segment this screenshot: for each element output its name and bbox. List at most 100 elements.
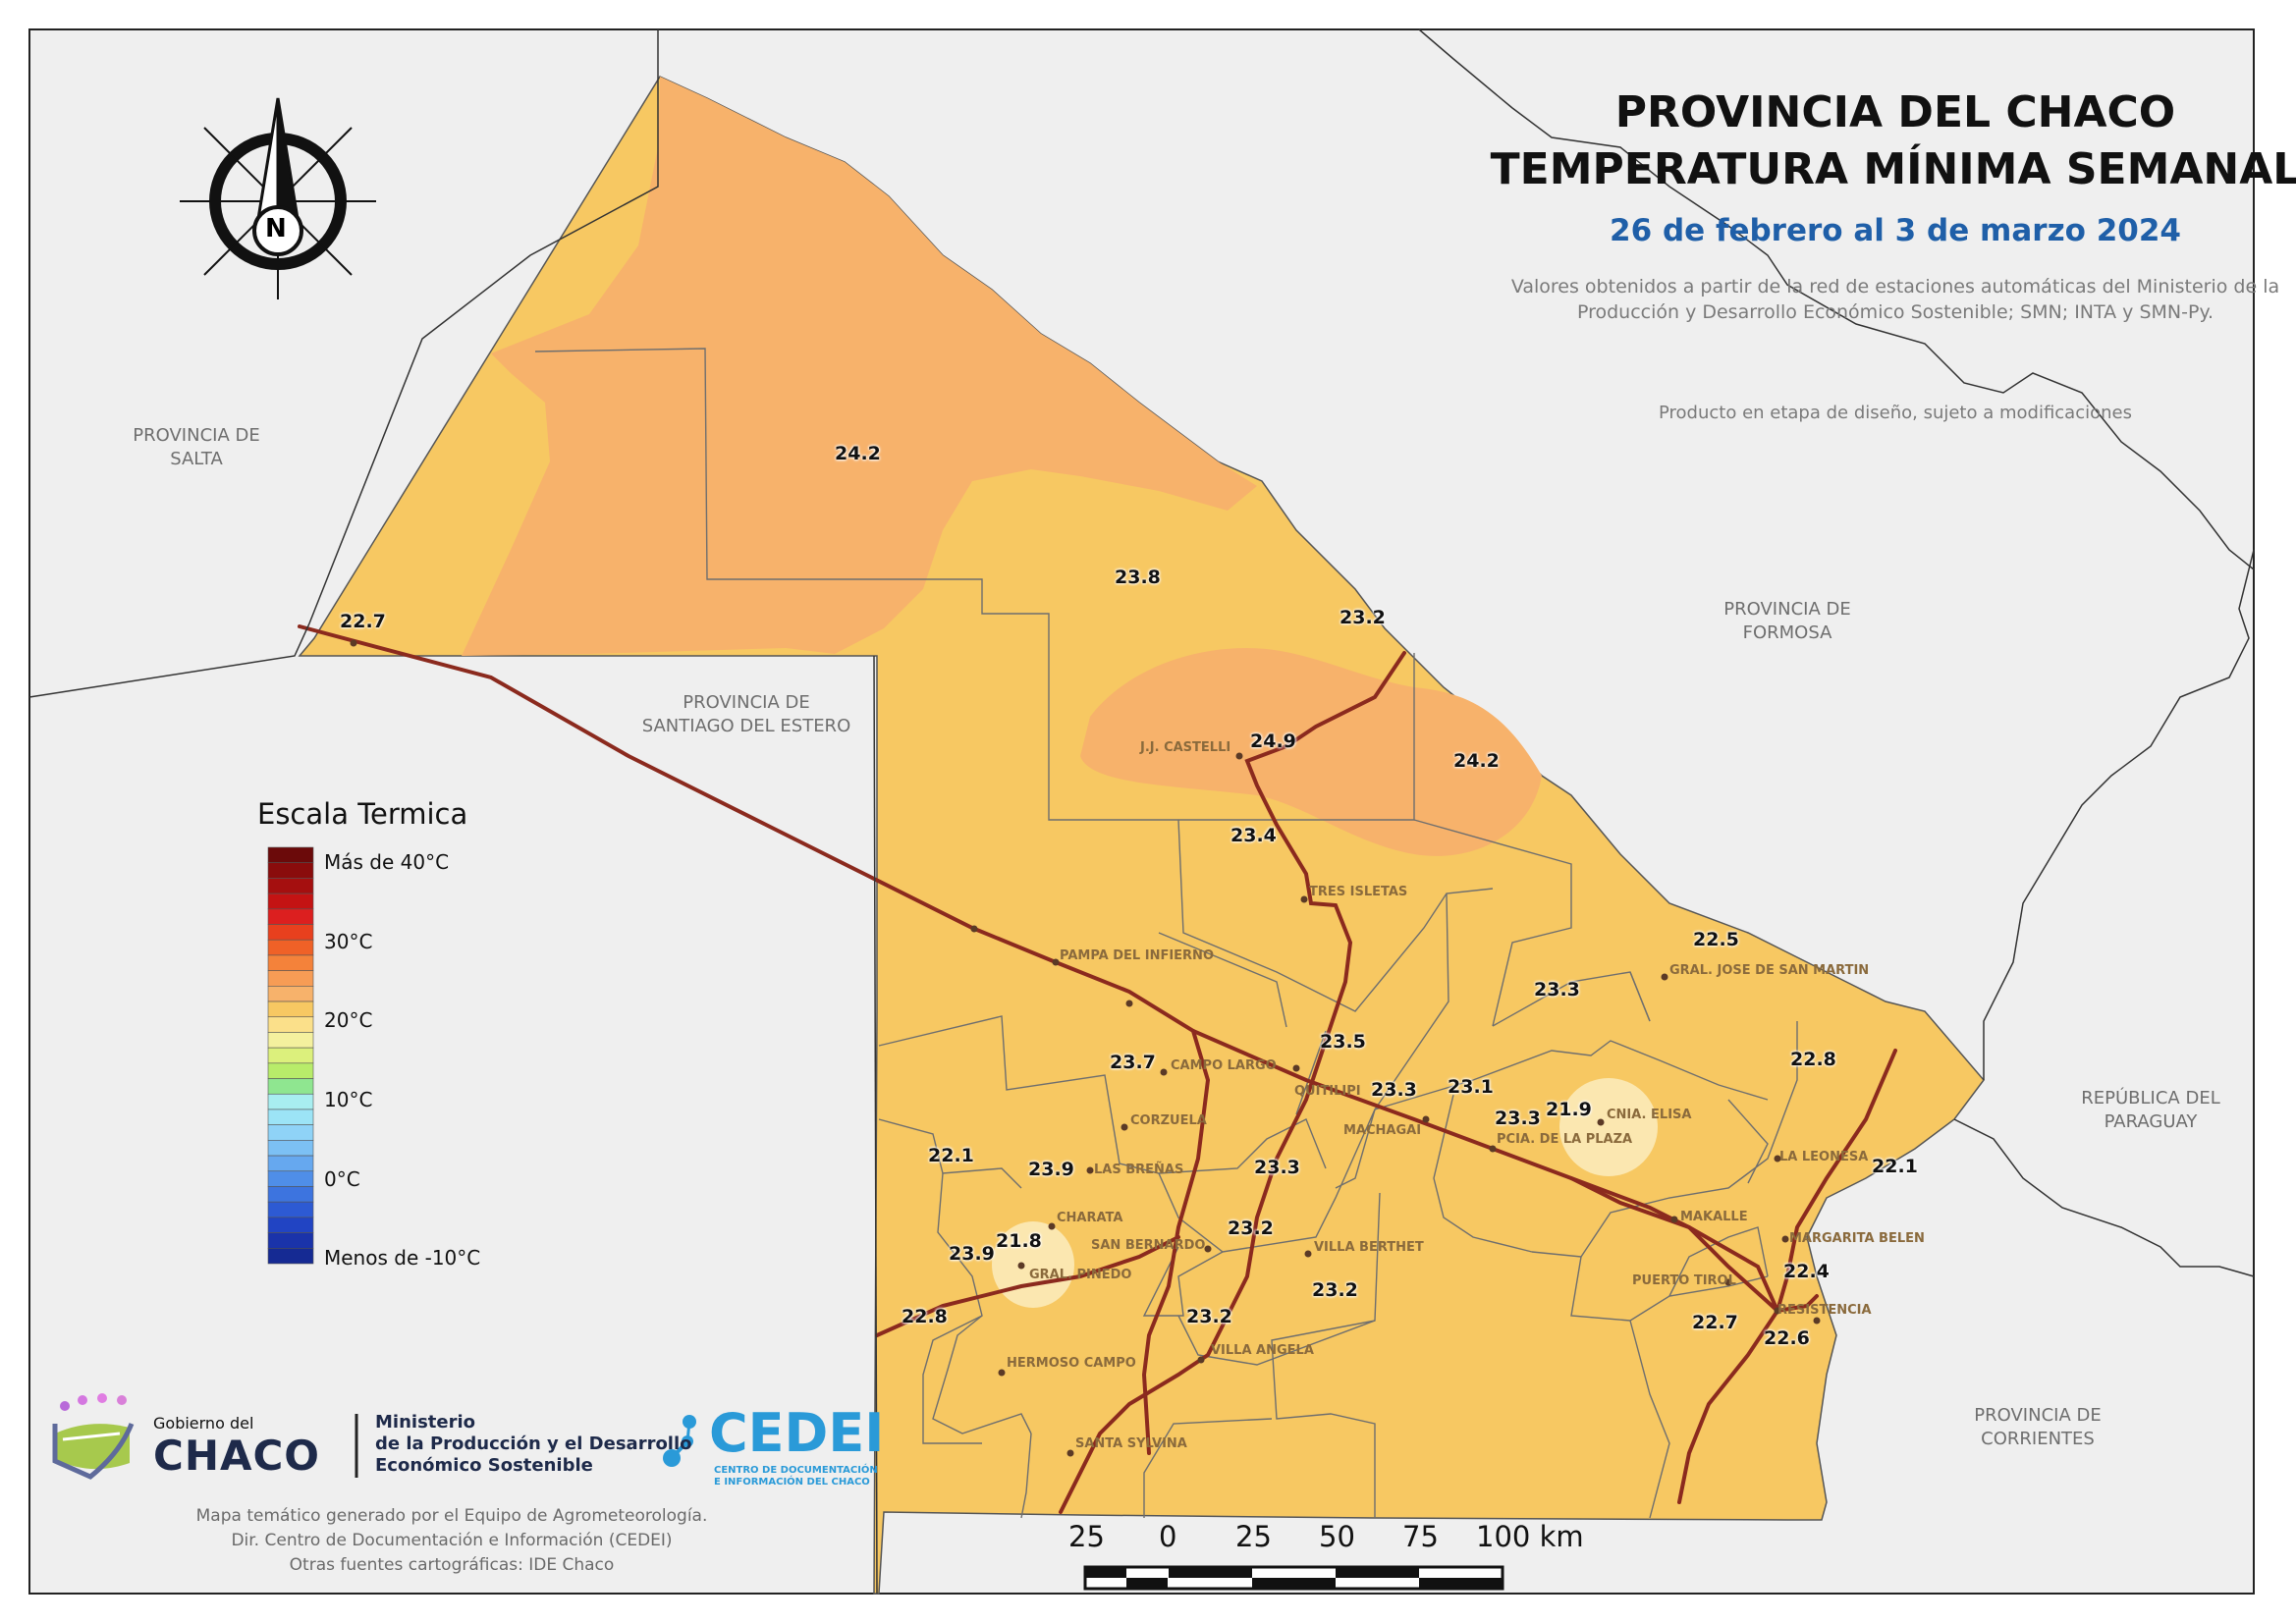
gov-small-text: Gobierno del [153, 1414, 254, 1433]
date-range: 26 de febrero al 3 de marzo 2024 [1610, 213, 2181, 248]
scale-label: 25 [1235, 1520, 1272, 1553]
station-value: 23.9 [1028, 1159, 1074, 1180]
ministry-line2: de la Producción y el Desarrollo [375, 1434, 692, 1454]
city-label: PAMPA DEL INFIERNO [1060, 948, 1214, 963]
city-label: LAS BREÑAS [1094, 1163, 1184, 1177]
scale-label: 100 km [1476, 1520, 1584, 1553]
legend-swatch [267, 1232, 314, 1249]
legend-swatch [267, 862, 314, 879]
scale-bar [1083, 1565, 1504, 1591]
station-value: 23.9 [949, 1243, 995, 1265]
cedei-sub2: E INFORMACIÓN DEL CHACO [714, 1477, 870, 1488]
station-value: 23.2 [1312, 1279, 1358, 1301]
legend-swatch [267, 954, 314, 971]
label-salta-1: PROVINCIA DE [133, 425, 260, 446]
city-label: RESISTENCIA [1777, 1303, 1872, 1318]
city-label: CHARATA [1057, 1211, 1123, 1225]
legend-swatch [267, 1109, 314, 1125]
label-salta: PROVINCIA DE SALTA [98, 424, 295, 471]
label-salta-2: SALTA [170, 449, 223, 469]
legend-swatch [267, 1093, 314, 1110]
legend-swatch [267, 1140, 314, 1157]
neighbour-borders [28, 28, 2255, 1595]
legend-label-bottom: Menos de -10°C [324, 1246, 481, 1270]
label-santiago-1: PROVINCIA DE [683, 692, 810, 713]
ministry-line3: Económico Sostenible [375, 1455, 593, 1476]
label-formosa-2: FORMOSA [1742, 622, 1832, 643]
station-value: 24.9 [1250, 730, 1296, 752]
legend-swatch [267, 1186, 314, 1203]
label-corrientes-1: PROVINCIA DE [1974, 1405, 2102, 1426]
source-line1: Valores obtenidos a partir de la red de … [1510, 276, 2280, 298]
scale-label: 0 [1159, 1520, 1177, 1553]
station-value: 23.1 [1448, 1076, 1494, 1098]
cedei-wordmark: CEDEI [709, 1402, 885, 1464]
credits-line3: Otras fuentes cartográficas: IDE Chaco [289, 1555, 615, 1575]
legend-swatch [267, 1201, 314, 1218]
legend-swatch [267, 1217, 314, 1233]
legend-swatch [267, 1016, 314, 1033]
cedei-sub1: CENTRO DE DOCUMENTACIÓN [714, 1465, 878, 1476]
city-markers [350, 639, 1821, 1457]
station-value: 23.2 [1339, 607, 1386, 628]
label-corrientes-2: CORRIENTES [1981, 1429, 2095, 1449]
credits-line2: Dir. Centro de Documentación e Informaci… [231, 1531, 673, 1550]
station-value: 22.1 [928, 1145, 974, 1166]
legend-swatch [267, 970, 314, 987]
map-title-line1: PROVINCIA DEL CHACO [1614, 87, 2176, 137]
station-value: 23.3 [1254, 1157, 1300, 1178]
city-label: J.J. CASTELLI [1140, 740, 1231, 755]
credits-line1: Mapa temático generado por el Equipo de … [195, 1506, 708, 1526]
national-routes [298, 624, 1897, 1514]
label-paraguay-2: PARAGUAY [2104, 1111, 2198, 1132]
station-value: 24.2 [835, 443, 881, 464]
legend-swatch [267, 939, 314, 956]
legend-swatch [267, 1078, 314, 1095]
label-formosa-1: PROVINCIA DE [1723, 599, 1851, 620]
label-paraguay: REPÚBLICA DEL PARAGUAY [2052, 1087, 2249, 1134]
temperature-color-ramp [267, 846, 314, 1265]
city-label: GRAL. PINEDO [1029, 1268, 1132, 1282]
legend-label-0: 0°C [324, 1167, 360, 1191]
city-label: QUITILIPI [1294, 1084, 1361, 1099]
map-title-line2: TEMPERATURA MÍNIMA SEMANAL [1490, 144, 2296, 194]
legend-swatch [267, 1001, 314, 1018]
city-label: MACHAGAI [1343, 1123, 1422, 1138]
compass-north-letter: N [265, 214, 287, 243]
legend-title: Escala Termica [257, 797, 468, 831]
legend-swatch [267, 1124, 314, 1141]
city-label: SAN BERNARDO [1091, 1238, 1206, 1253]
station-value: 22.8 [1790, 1049, 1836, 1070]
north-arrow [180, 97, 376, 299]
label-santiago: PROVINCIA DE SANTIAGO DEL ESTERO [619, 691, 874, 738]
station-value: 23.4 [1230, 825, 1277, 846]
station-value: 22.4 [1783, 1261, 1830, 1282]
label-santiago-2: SANTIAGO DEL ESTERO [641, 716, 851, 736]
legend-swatch [267, 878, 314, 894]
city-label: SANTA SYLVINA [1075, 1436, 1187, 1451]
station-value: 23.2 [1228, 1217, 1274, 1239]
source-note: Valores obtenidos a partir de la red de … [1316, 274, 2296, 325]
disclaimer: Producto en etapa de diseño, sujeto a mo… [1658, 403, 2132, 423]
cool-spot-elisa [1559, 1078, 1658, 1176]
ministry-text: Ministerio de la Producción y el Desarro… [375, 1412, 692, 1477]
cedei-logo-mark [663, 1415, 696, 1467]
legend-swatch [267, 1032, 314, 1049]
station-value: 23.2 [1186, 1306, 1232, 1327]
gobierno-chaco-logo-mark [52, 1393, 135, 1480]
scale-label: 50 [1319, 1520, 1355, 1553]
legend-swatch [267, 1155, 314, 1172]
legend-swatch [267, 846, 314, 864]
warm-zone-north [462, 77, 1257, 656]
station-value: 22.7 [340, 611, 386, 632]
city-label: PUERTO TIROL [1632, 1273, 1736, 1288]
source-line2: Producción y Desarrollo Económico Sosten… [1576, 301, 2214, 323]
city-label: LA LEONESA [1779, 1150, 1869, 1164]
city-label: CAMPO LARGO [1171, 1058, 1277, 1073]
legend-swatch [267, 1062, 314, 1079]
legend-swatch [267, 924, 314, 941]
station-value: 23.3 [1534, 979, 1580, 1001]
city-label: CNIA. ELISA [1607, 1108, 1692, 1122]
label-paraguay-1: REPÚBLICA DEL [2081, 1088, 2220, 1109]
